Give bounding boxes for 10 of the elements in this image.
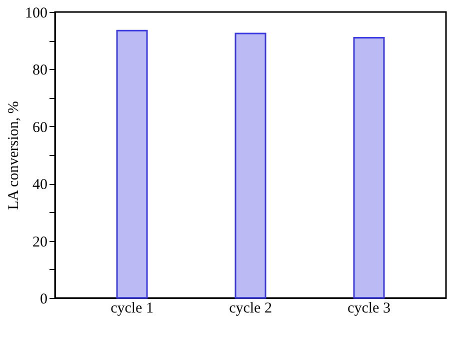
x-tick-label: cycle 1 — [110, 300, 154, 316]
y-tick-label: 60 — [32, 120, 48, 136]
y-tick-label: 40 — [32, 177, 48, 194]
y-axis-title: LA conversion, % — [6, 101, 22, 210]
y-tick-label: 0 — [40, 292, 48, 308]
y-tick-label: 80 — [32, 62, 48, 79]
x-tick-label: cycle 2 — [229, 300, 272, 316]
y-tick-label: 100 — [25, 6, 48, 22]
x-tick-label: cycle 3 — [348, 300, 390, 316]
y-tick-label: 20 — [32, 234, 48, 250]
